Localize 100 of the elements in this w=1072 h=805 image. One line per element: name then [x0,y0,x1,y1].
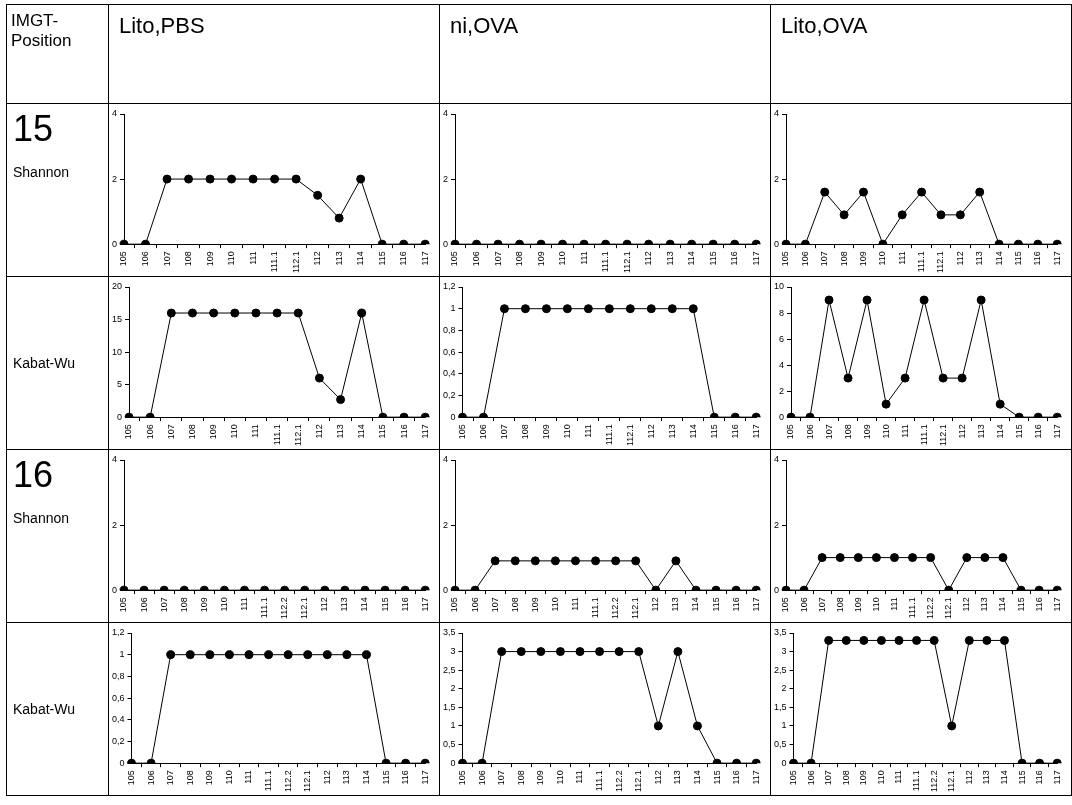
x-tick-label: 112.2 [610,597,621,620]
x-tick-label: 113 [979,597,990,612]
y-tick-label: 20 [112,281,123,292]
x-tick-label: 105 [457,424,467,440]
x-tick-label: 106 [804,424,815,440]
x-tick-label: 107 [165,770,176,786]
x-tick-label: 116 [398,424,409,439]
y-tick-label: 0 [117,411,123,422]
x-tick-label: 115 [379,597,390,612]
point [293,308,303,318]
x-tick-label: 111 [578,251,589,265]
point [516,647,526,657]
x-tick-label: 111 [888,597,899,611]
x-tick-label: 112 [645,424,656,439]
x-tick-label: 111.1 [603,424,614,446]
point [692,721,702,731]
x-tick-label: 117 [1051,597,1062,612]
y-tick-label: 0 [442,584,449,595]
x-tick-label: 107 [492,251,503,267]
point [595,647,605,657]
y-tick-label: 3,5 [443,627,456,638]
x-tick-label: 107 [498,424,509,440]
x-tick-label: 111 [582,424,593,438]
x-tick-label: 114 [690,597,701,612]
x-tick-label: 111 [569,597,580,611]
x-tick-label: 110 [880,424,891,439]
point [162,174,172,184]
x-tick-label: 116 [398,251,409,266]
x-tick-label: 110 [877,251,888,266]
y-tick-label: 4 [779,359,785,370]
point [976,295,986,305]
point [291,174,301,184]
y-tick-label: 2 [773,519,780,530]
x-tick-label: 107 [161,251,172,267]
x-tick-label: 108 [840,770,851,786]
point [843,373,853,383]
x-tick-label: 111.1 [271,424,282,446]
x-tick-label: 116 [1033,597,1044,612]
x-tick-label: 111 [243,770,254,784]
y-tick-label: 0 [450,411,456,422]
point [957,373,967,383]
y-tick-label: 1 [450,720,456,731]
text: Kabat-Wu [13,701,76,717]
x-tick-label: 109 [208,424,219,440]
point [555,647,565,657]
x-tick-label: 111 [899,424,910,438]
x-tick-label: 111.1 [269,251,280,273]
point [881,399,891,409]
x-tick-label: 110 [875,770,886,785]
x-tick-label: 112.1 [302,770,313,793]
x-tick-label: 117 [419,424,430,439]
x-tick-label: 114 [994,424,1005,439]
x-tick-label: 112.1 [946,770,957,793]
x-tick-label: 111.1 [918,424,929,446]
x-tick-label: 117 [750,251,761,266]
point [251,308,261,318]
y-tick-label: 4 [111,108,118,119]
y-tick-label: 2,5 [443,664,456,675]
y-tick-label: 0,2 [443,389,456,400]
point [862,295,872,305]
x-tick-label: 116 [731,770,742,785]
point [900,373,910,383]
x-tick-label: 108 [183,251,194,267]
x-tick-label: 115 [1016,770,1027,785]
y-tick-label: 0,2 [112,735,125,746]
x-tick-label: 106 [469,597,480,613]
x-tick-label: 115 [707,251,718,266]
x-tick-label: 111.1 [259,597,270,619]
x-tick-label: 112 [312,251,323,266]
x-tick-label: 106 [476,770,487,786]
x-tick-label: 106 [144,424,155,440]
x-tick-label: 109 [540,424,551,440]
x-tick-label: 117 [750,424,761,439]
x-tick-label: 108 [509,597,520,613]
x-tick-label: 113 [975,424,986,439]
x-tick-label: 112.1 [621,251,632,274]
x-tick-label: 115 [1015,597,1026,612]
x-tick-label: 108 [842,424,853,440]
x-tick-label: 108 [186,424,197,440]
x-tick-label: 114 [998,770,1009,785]
x-tick-label: 107 [165,424,176,440]
x-tick-label: 110 [554,770,565,785]
x-tick-label: 115 [1012,251,1023,266]
x-tick-label: 113 [981,770,992,785]
x-tick-label: 112 [956,424,967,439]
x-tick-label: 111 [893,770,904,784]
point [859,635,869,645]
x-tick-label: 108 [838,251,849,267]
x-tick-label: 117 [1051,770,1062,785]
x-tick-label: 105 [457,770,467,786]
point [166,308,176,318]
y-tick-label: 1 [781,720,787,731]
text: Kabat-Wu [13,355,76,371]
x-tick-label: 111.1 [590,597,601,619]
point [184,174,194,184]
x-tick-label: 107 [816,597,827,613]
x-tick-label: 117 [750,597,761,612]
y-tick-label: 2 [111,519,118,530]
x-tick-label: 114 [687,424,698,439]
x-tick-label: 107 [823,424,834,440]
